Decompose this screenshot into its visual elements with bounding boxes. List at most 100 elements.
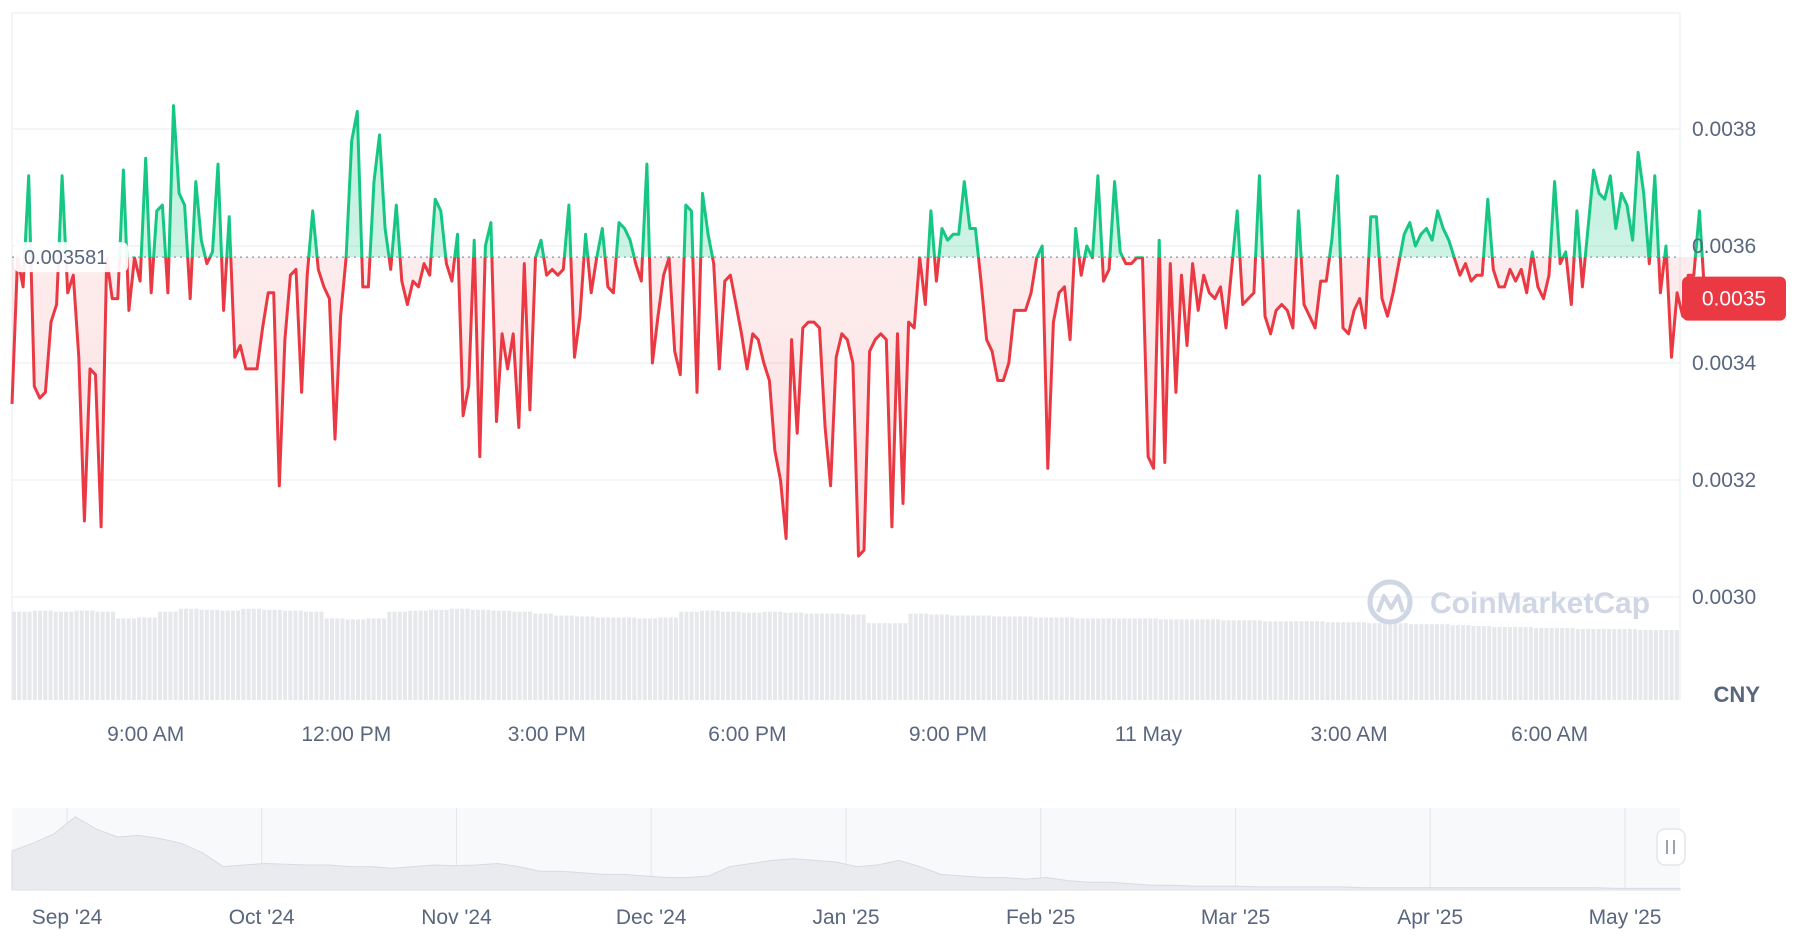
x-axis-labels: 9:00 AM 12:00 PM 3:00 PM 6:00 PM 9:00 PM 11 M… [107, 723, 1588, 746]
volume-bar [621, 617, 626, 700]
volume-bar [846, 614, 851, 700]
volume-bar [1575, 628, 1580, 700]
volume-bar [689, 611, 694, 700]
volume-bar [1002, 616, 1007, 700]
volume-bar [1429, 624, 1434, 700]
x-tick-label: 6:00 PM [708, 723, 786, 746]
volume-bar [131, 618, 136, 700]
volume-bar [256, 608, 261, 700]
volume-bar [752, 612, 757, 700]
volume-bar [1320, 621, 1325, 700]
price-line-down[interactable] [10, 106, 1707, 558]
volume-bar [554, 615, 559, 700]
navigator-tick-label: Jan '25 [812, 906, 879, 929]
volume-bar [272, 609, 277, 700]
volume-bar [1007, 616, 1012, 700]
volume-bar [48, 610, 53, 700]
volume-bar [522, 611, 527, 700]
volume-bar [710, 610, 715, 700]
volume-bar [17, 611, 22, 700]
volume-bar [981, 615, 986, 700]
y-tick-label: 0.0038 [1692, 118, 1756, 141]
volume-bar [1507, 627, 1512, 700]
currency-label: CNY [1714, 682, 1761, 707]
volume-bar [371, 618, 376, 700]
volume-bar [1382, 623, 1387, 700]
volume-bar [126, 618, 131, 700]
volume-bar [1127, 618, 1132, 700]
area-down-fill [12, 257, 1705, 557]
price-line-segment-down[interactable] [10, 106, 1707, 558]
navigator-tick-label: Feb '25 [1006, 906, 1075, 929]
volume-bar [700, 610, 705, 700]
range-navigator[interactable]: Sep '24 Oct '24 Nov '24 Dec '24 Jan '25 Feb '… [11, 808, 1686, 929]
volume-bar [1341, 622, 1346, 700]
volume-bar [1648, 629, 1653, 700]
x-tick-label: 12:00 PM [301, 723, 391, 746]
volume-bar [606, 617, 611, 700]
volume-bar [288, 610, 293, 700]
volume-bar [1174, 619, 1179, 700]
coinmarketcap-logo-icon [1367, 579, 1413, 625]
volume-bar [1419, 624, 1424, 700]
volume-bar [1148, 618, 1153, 700]
volume-bar [976, 615, 981, 700]
volume-bar [679, 611, 684, 700]
volume-bar [95, 611, 100, 700]
navigator-tick-label: Nov '24 [421, 906, 492, 929]
reference-price-text: 0.003581 [24, 247, 107, 269]
volume-bar [507, 610, 512, 700]
volume-bar [178, 608, 183, 700]
volume-bar [1216, 619, 1221, 700]
volume-bar [220, 610, 225, 700]
volume-bar [835, 613, 840, 700]
volume-bar [267, 609, 272, 700]
volume-bar [1330, 622, 1335, 700]
volume-bar [1627, 628, 1632, 700]
volume-bar [1169, 619, 1174, 700]
volume-bar [1450, 625, 1455, 700]
volume-bar [69, 611, 74, 700]
volume-bar [340, 618, 345, 700]
volume-bar [387, 611, 392, 700]
volume-bar [731, 611, 736, 700]
volume-bar [898, 623, 903, 700]
volume-bar [538, 613, 543, 700]
volume-bar [694, 611, 699, 700]
volume-bar [809, 613, 814, 700]
volume-bar [1596, 628, 1601, 700]
volume-bar [501, 610, 506, 700]
volume-bar [418, 610, 423, 700]
volume-bar [329, 618, 334, 700]
volume-bar [53, 611, 58, 700]
volume-bar [908, 613, 913, 700]
volume-bar [1528, 627, 1533, 700]
x-tick-label: 11 May [1115, 723, 1183, 746]
price-line-up[interactable] [12, 104, 1705, 556]
volume-bar [1143, 618, 1148, 700]
volume-bar [1252, 620, 1257, 700]
volume-bar [1210, 619, 1215, 700]
volume-bar [1080, 618, 1085, 700]
volume-bar [429, 609, 434, 700]
volume-bar [1633, 628, 1638, 700]
volume-bar [1539, 628, 1544, 700]
navigator-handle[interactable] [1656, 828, 1686, 866]
volume-bar [1106, 618, 1111, 700]
volume-bar [517, 611, 522, 700]
volume-bar [1570, 628, 1575, 700]
volume-bar [111, 611, 116, 700]
volume-bar [1075, 618, 1080, 700]
volume-bar [460, 608, 465, 700]
volume-bar [1554, 628, 1559, 700]
price-line-segment-up[interactable] [12, 104, 1705, 556]
volume-bar [872, 623, 877, 700]
volume-bar [1049, 617, 1054, 700]
volume-bar [236, 610, 241, 700]
volume-bar [277, 609, 282, 700]
volume-bar [1263, 621, 1268, 700]
volume-bar [241, 608, 246, 700]
navigator-tick-label: Apr '25 [1397, 906, 1463, 929]
